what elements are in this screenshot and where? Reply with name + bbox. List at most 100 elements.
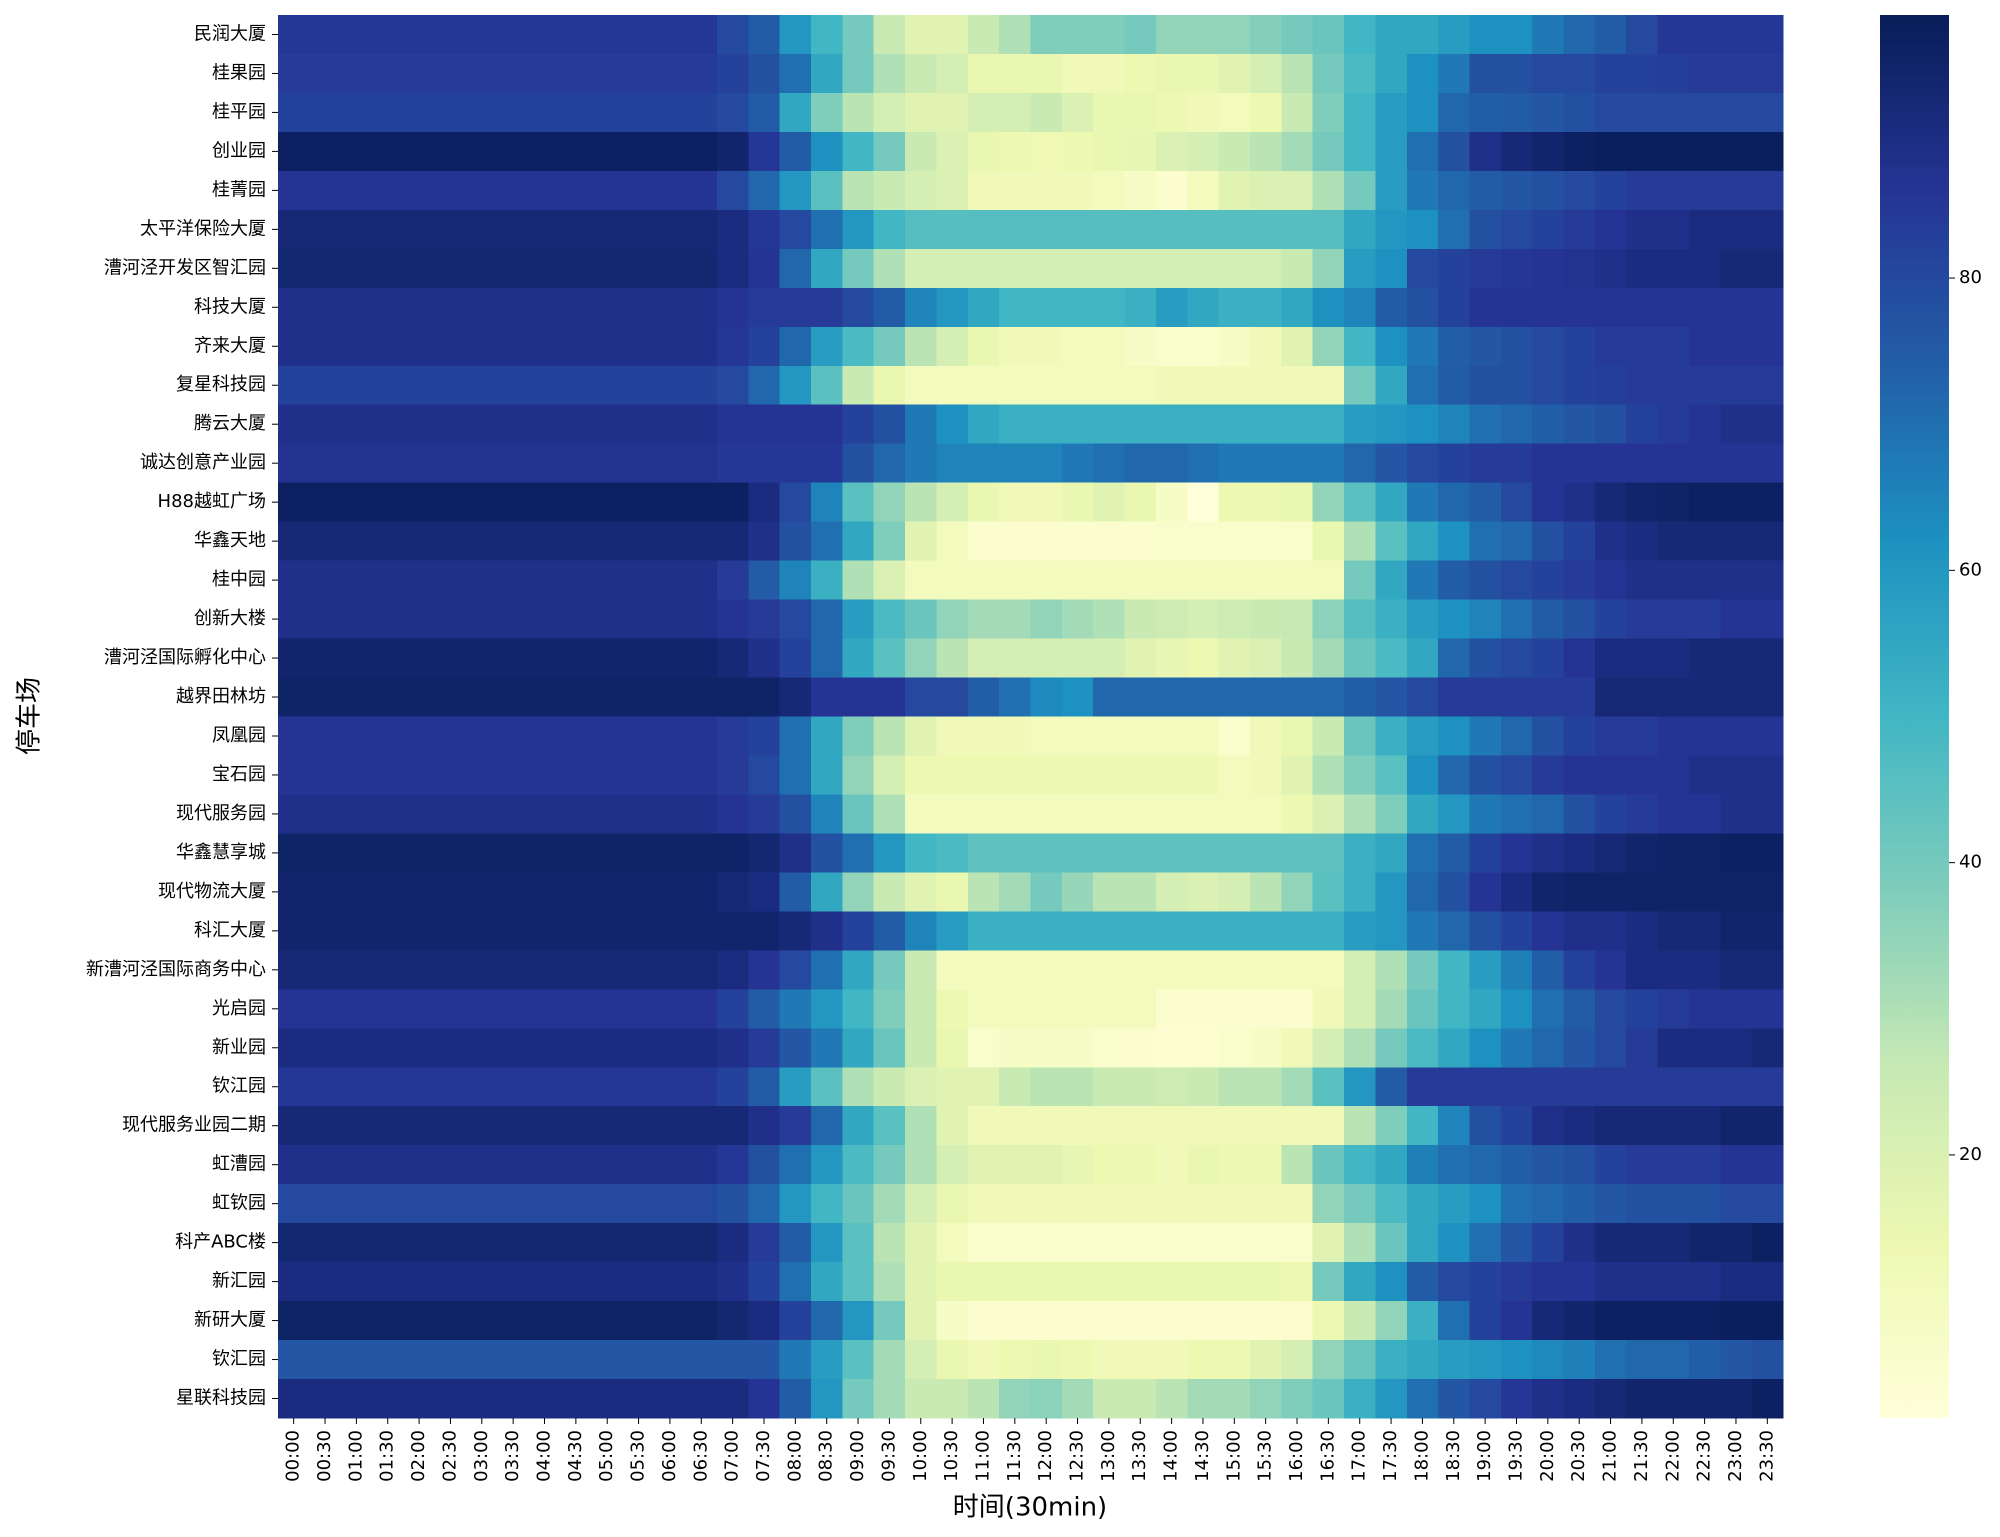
heat-cell <box>1312 326 1345 367</box>
heat-cell <box>372 170 405 211</box>
heat-cell <box>654 1301 687 1341</box>
heat-cell <box>1061 287 1094 328</box>
heat-cell <box>1563 1145 1596 1185</box>
heat-cell <box>905 15 938 55</box>
heat-cell <box>748 872 781 912</box>
heat-cell <box>999 638 1032 679</box>
heat-cell <box>779 1028 812 1068</box>
heat-cell <box>1187 1223 1220 1263</box>
heat-cell <box>372 287 405 328</box>
heat-cell <box>560 1262 593 1302</box>
heat-cell <box>1093 248 1126 289</box>
heat-cell <box>1469 287 1502 328</box>
heat-cell <box>1657 521 1690 562</box>
heat-cell <box>1093 326 1126 367</box>
heat-cell <box>811 443 843 484</box>
heat-cell <box>1312 1223 1345 1263</box>
heat-cell <box>1187 599 1220 640</box>
heat-cell <box>1218 248 1251 289</box>
heat-cell <box>1093 950 1126 990</box>
heat-cell <box>842 950 875 990</box>
heat-cell <box>1594 599 1627 640</box>
heat-cell <box>1500 92 1533 133</box>
heat-cell <box>967 833 1000 873</box>
heat-cell <box>403 326 436 367</box>
heat-cell <box>873 326 906 367</box>
colorbar-tick-label: 60 <box>1959 559 1982 580</box>
heat-cell <box>1406 638 1439 679</box>
heat-cell <box>622 833 655 873</box>
heat-cell <box>591 170 624 211</box>
x-tick-label: 20:30 <box>1568 1430 1589 1482</box>
heat-cell <box>528 560 561 601</box>
heat-cell <box>622 1145 655 1185</box>
heat-cell <box>842 1223 875 1263</box>
heat-cell <box>466 755 499 796</box>
heat-cell <box>309 482 342 523</box>
heat-cell <box>466 92 499 133</box>
heat-cell <box>1657 1067 1690 1107</box>
heat-cell <box>1344 1379 1376 1419</box>
heat-cell <box>1532 716 1565 757</box>
y-tick-label: 虹漕园 <box>212 1154 266 1175</box>
heat-cell <box>1594 989 1627 1029</box>
heat-cell <box>1438 989 1471 1029</box>
heat-cell <box>1093 833 1126 873</box>
heat-cell <box>1061 15 1094 55</box>
heat-cell <box>278 833 310 873</box>
heat-cell <box>654 950 687 990</box>
heat-cell <box>309 326 342 367</box>
heat-cell <box>999 1067 1032 1107</box>
heat-cell <box>591 1379 624 1419</box>
heat-cell <box>466 950 499 990</box>
heat-cell <box>842 599 875 640</box>
heat-cell <box>1720 1184 1753 1224</box>
heat-cell <box>591 53 624 94</box>
heat-cell <box>1375 833 1408 873</box>
heat-cell <box>1563 1028 1596 1068</box>
heat-cell <box>1124 1223 1157 1263</box>
heat-cell <box>811 599 843 640</box>
y-tick-label: 越界田林坊 <box>176 686 266 707</box>
heat-cell <box>905 365 938 406</box>
heat-cell <box>1720 950 1753 990</box>
y-tick-label: 漕河泾开发区智汇园 <box>104 257 266 278</box>
heat-cell <box>1344 92 1376 133</box>
heat-cell <box>1500 1028 1533 1068</box>
heat-cell <box>1563 755 1596 796</box>
heat-cell <box>685 716 718 757</box>
heat-cell <box>560 1301 593 1341</box>
heat-cell <box>1751 248 1784 289</box>
heat-cell <box>716 287 749 328</box>
heat-cell <box>1720 1145 1753 1185</box>
heat-cell <box>560 911 593 951</box>
heat-cell <box>340 521 373 562</box>
heat-cell <box>967 989 1000 1029</box>
heat-cell <box>1563 1301 1596 1341</box>
heat-cell <box>622 794 655 835</box>
heat-cell <box>622 15 655 55</box>
heat-cell <box>466 638 499 679</box>
heat-cell <box>1657 599 1690 640</box>
heat-cell <box>1720 794 1753 835</box>
heat-cell <box>403 1340 436 1380</box>
heat-cell <box>748 365 781 406</box>
heat-cell <box>1187 1379 1220 1419</box>
heat-cell <box>685 209 718 250</box>
heat-cell <box>1500 638 1533 679</box>
heat-cell <box>434 170 467 211</box>
heat-cell <box>497 482 530 523</box>
heat-cell <box>622 521 655 562</box>
heat-cell <box>1093 599 1126 640</box>
heat-cell <box>1563 1106 1596 1146</box>
heat-cell <box>936 677 969 718</box>
heat-cell <box>1312 1301 1345 1341</box>
heat-cell <box>1124 1028 1157 1068</box>
heat-cell <box>1030 677 1063 718</box>
heat-cell <box>1688 1262 1721 1302</box>
heat-cell <box>779 92 812 133</box>
heat-cell <box>1626 209 1659 250</box>
heat-cell <box>873 716 906 757</box>
heat-cell <box>560 53 593 94</box>
heat-cell <box>685 1028 718 1068</box>
